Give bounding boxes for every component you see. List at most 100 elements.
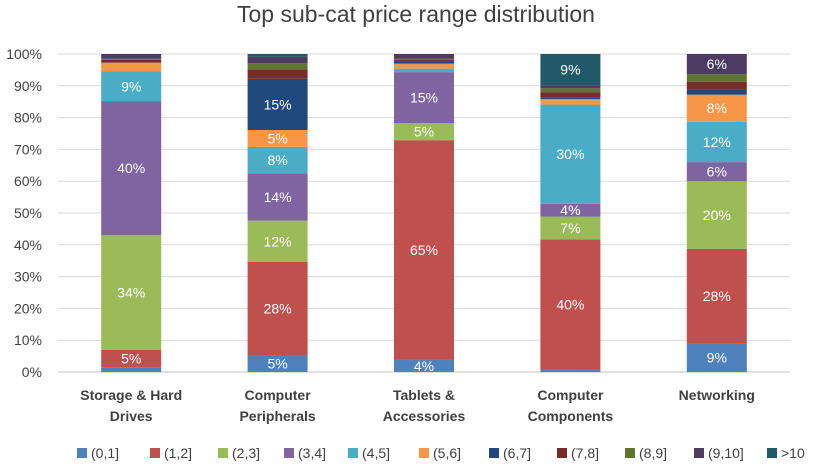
y-tick-label: 50%	[14, 205, 42, 221]
bar-segment	[394, 58, 454, 61]
legend-label: (6,7]	[503, 445, 531, 461]
bar-segment	[394, 60, 454, 62]
bar-segment	[686, 94, 747, 122]
legend: (0,1] (1,2] (2,3] (3,4] (4,5] (5,6] (6,7] (7,8]…	[77, 445, 805, 461]
legend-label: (1,2]	[164, 445, 192, 461]
bar-segment	[101, 54, 162, 59]
data-label: 15%	[264, 96, 292, 112]
category-label: Accessories	[383, 408, 466, 424]
legend-swatch	[218, 448, 228, 458]
data-label: 40%	[556, 296, 584, 312]
y-tick-label: 70%	[14, 141, 42, 157]
bar-segment	[247, 63, 308, 70]
bar-segment	[394, 123, 454, 141]
data-label: 5%	[267, 356, 287, 372]
data-label: 14%	[264, 189, 292, 205]
legend-swatch	[767, 448, 777, 458]
data-label: 5%	[267, 130, 287, 146]
bar-segment	[686, 54, 747, 75]
data-label: 28%	[264, 301, 292, 317]
bar-segment	[247, 355, 308, 372]
bar-segment	[394, 140, 454, 360]
data-label: 12%	[264, 233, 292, 249]
data-label: 20%	[703, 207, 731, 223]
data-label: 5%	[414, 124, 434, 140]
bar-segment	[540, 203, 601, 217]
bar-segment	[247, 56, 308, 64]
bar-segment	[101, 58, 162, 60]
bar-segment	[540, 239, 601, 370]
bar-segment	[101, 101, 162, 236]
category-label: Drives	[110, 408, 153, 424]
bar-segment	[686, 89, 747, 95]
data-label: 30%	[556, 146, 584, 162]
bar-segment	[394, 68, 454, 73]
bar-segment	[101, 349, 162, 368]
legend-label: (9,10]	[708, 445, 744, 461]
data-label: 40%	[117, 160, 145, 176]
data-label: 28%	[703, 288, 731, 304]
legend-swatch	[348, 448, 358, 458]
data-label: 34%	[117, 285, 145, 301]
y-tick-label: 0%	[22, 364, 42, 380]
bar-segment	[101, 59, 162, 63]
category-label: Components	[528, 408, 614, 424]
category-label: Computer	[537, 387, 604, 403]
legend-label: (3,4]	[298, 445, 326, 461]
category-label: Storage & Hard	[80, 387, 182, 403]
data-label: 8%	[707, 100, 727, 116]
bar-segment	[686, 248, 747, 344]
bar-segment	[247, 130, 308, 147]
bar-segment	[247, 146, 308, 174]
data-label: 4%	[560, 202, 580, 218]
legend-swatch	[489, 448, 499, 458]
y-tick-label: 60%	[14, 173, 42, 189]
legend-label: (2,3]	[232, 445, 260, 461]
bar-segment	[247, 173, 308, 221]
bar-segment	[101, 71, 162, 102]
data-label: 65%	[410, 242, 438, 258]
data-label: 6%	[707, 56, 727, 72]
bar-segment	[540, 54, 601, 86]
bar-segment	[101, 62, 162, 72]
bar-segment	[247, 261, 308, 356]
category-label: Peripherals	[239, 408, 315, 424]
data-label: 8%	[267, 152, 287, 168]
bar-segment	[101, 367, 162, 372]
x-axis-category-labels: Storage & Hard Drives Computer Peripherals T…	[80, 387, 755, 424]
bar-segment	[540, 104, 601, 204]
bar-segment	[394, 63, 454, 69]
chart-title: Top sub-cat price range distribution	[237, 1, 595, 27]
bar-segment	[394, 54, 454, 59]
bar-segment	[540, 85, 601, 89]
bar-segment	[686, 81, 747, 90]
legend-label: (0,1]	[91, 445, 119, 461]
bar-segment	[540, 92, 601, 98]
bar-segment	[686, 74, 747, 82]
legend-label: (5,6]	[433, 445, 461, 461]
legend-swatch	[150, 448, 160, 458]
legend-swatch	[77, 448, 87, 458]
legend-swatch	[419, 448, 429, 458]
bar-segment	[394, 72, 454, 124]
data-label: 12%	[703, 134, 731, 150]
y-tick-label: 80%	[14, 110, 42, 126]
data-label: 9%	[121, 78, 141, 94]
data-labels: 5% 34% 40% 9% 5% 28% 12% 14% 8% 5% 15% 4% 65% 5% 15% 40…	[117, 56, 731, 374]
category-label: Networking	[679, 387, 755, 403]
legend-swatch	[625, 448, 635, 458]
bar-segment	[394, 61, 454, 64]
bar-segment	[686, 343, 747, 372]
bar-segment	[394, 359, 454, 372]
data-label: 6%	[707, 164, 727, 180]
bar-segment	[686, 162, 747, 182]
data-label: 5%	[121, 350, 141, 366]
bar-segment	[247, 69, 308, 79]
bar-segment	[247, 220, 308, 262]
legend-label: >10	[781, 445, 805, 461]
legend-swatch	[284, 448, 294, 458]
y-axis-tick-labels: 0% 10% 20% 30% 40% 50% 60% 70% 80% 90% 100%	[6, 46, 42, 380]
legend-label: (4,5]	[362, 445, 390, 461]
legend-label: (7,8]	[571, 445, 599, 461]
category-label: Tablets &	[393, 387, 455, 403]
